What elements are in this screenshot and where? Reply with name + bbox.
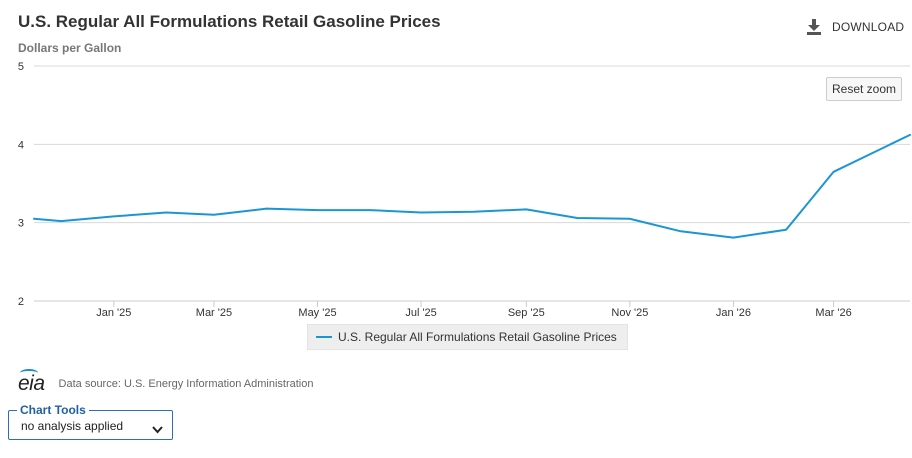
y-tick-label: 3 <box>18 218 24 230</box>
legend-label: U.S. Regular All Formulations Retail Gas… <box>338 330 617 344</box>
chart-tools-value: no analysis applied <box>21 419 124 433</box>
y-tick-label: 4 <box>18 139 24 151</box>
eia-logo-text: eia <box>18 372 45 395</box>
eia-logo-swoosh <box>20 369 38 377</box>
x-tick-label: Jan '25 <box>96 307 131 319</box>
x-tick-label: Mar '25 <box>196 307 232 319</box>
x-tick-label: Mar '26 <box>815 307 851 319</box>
line-chart: 2 3 4 5 Jan '25 Mar '25 May '25 Jul '25 Sep '25 N… <box>18 61 911 319</box>
download-label: DOWNLOAD <box>832 20 905 34</box>
y-tick-label: 2 <box>18 296 24 308</box>
x-tick-label: Sep '25 <box>508 307 545 319</box>
source-row: eia Data source: U.S. Energy Information… <box>18 369 314 395</box>
y-tick-label: 5 <box>18 61 24 73</box>
legend-swatch <box>316 336 332 338</box>
chevron-down-icon <box>152 421 163 439</box>
chart-tools-select[interactable]: Chart Tools no analysis applied <box>8 403 173 440</box>
eia-logo: eia <box>18 369 45 395</box>
data-source-text: Data source: U.S. Energy Information Adm… <box>58 378 314 390</box>
x-tick-label: Jan '26 <box>716 307 751 319</box>
legend-item[interactable]: U.S. Regular All Formulations Retail Gas… <box>307 324 628 350</box>
series-line[interactable] <box>33 133 911 239</box>
reset-zoom-button[interactable]: Reset zoom <box>826 77 902 101</box>
chart-title: U.S. Regular All Formulations Retail Gas… <box>18 12 441 31</box>
x-tick-label: May '25 <box>298 307 336 319</box>
x-tick-label: Jul '25 <box>405 307 436 319</box>
chart-tools-label: Chart Tools <box>17 403 89 417</box>
download-button[interactable]: DOWNLOAD <box>806 17 904 37</box>
chart-subtitle: Dollars per Gallon <box>18 41 122 55</box>
download-icon <box>806 19 822 35</box>
x-tick-label: Nov '25 <box>611 307 648 319</box>
